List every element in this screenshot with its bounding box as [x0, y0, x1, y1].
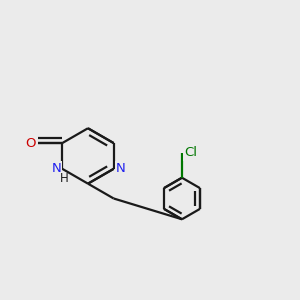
Text: Cl: Cl: [184, 146, 197, 160]
Text: N: N: [116, 162, 125, 175]
Text: N: N: [52, 162, 61, 175]
Text: H: H: [60, 172, 69, 185]
Text: O: O: [25, 136, 35, 150]
